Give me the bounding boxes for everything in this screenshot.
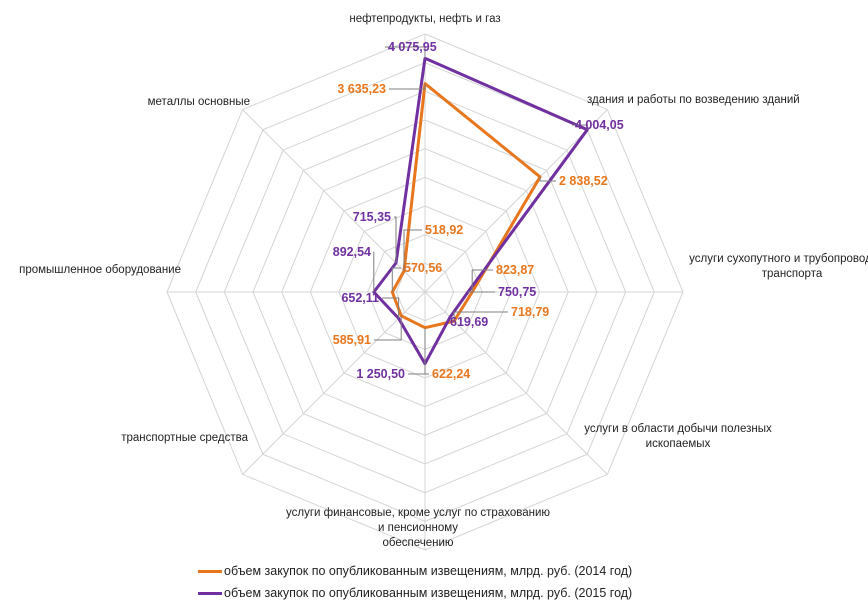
leader-line	[408, 363, 426, 375]
leader-line	[572, 124, 588, 130]
category-label: нефтепродукты, нефть и газ	[349, 13, 500, 25]
category-label: услуги в области добычи полезных ископаем…	[584, 423, 772, 450]
leader-line	[389, 83, 426, 90]
data-label-2014: 3 635,23	[337, 82, 386, 96]
legend-label-2015: объем закупок по опубликованным извещени…	[224, 586, 633, 600]
data-label-2014: 622,24	[432, 367, 470, 381]
category-label: металлы основные	[148, 96, 250, 108]
grid-spoke	[242, 291, 426, 475]
data-label-2015: 4 075,95	[388, 40, 437, 54]
radar-grid	[166, 33, 684, 551]
grid-spoke	[424, 109, 608, 293]
leader-line	[394, 216, 397, 263]
data-label-2015: 750,75	[498, 285, 536, 299]
leader-lines	[373, 46, 588, 375]
category-label: здания и работы по возведению зданий	[587, 94, 800, 106]
legend-swatch-2015	[198, 591, 222, 595]
legend-item-2015: объем закупок по опубликованным извещени…	[198, 586, 632, 600]
leader-line	[382, 297, 400, 319]
data-label-2014: 585,91	[333, 333, 371, 347]
data-label-2015: 892,54	[333, 245, 371, 259]
data-label-2015: 652,11	[341, 291, 379, 305]
leader-line	[424, 327, 429, 375]
category-label: транспортные средства	[121, 432, 248, 444]
leader-line	[391, 267, 401, 292]
data-label-2014: 2 838,52	[559, 174, 608, 188]
category-labels: нефтепродукты, нефть и газ здания и работ…	[19, 13, 868, 549]
data-label-2015: 1 250,50	[356, 367, 405, 381]
legend-item-2014: объем закупок по опубликованным извещени…	[198, 564, 632, 578]
data-label-2014: 718,79	[511, 305, 549, 319]
data-label-2014: 823,87	[496, 263, 534, 277]
leader-line	[403, 229, 422, 271]
leader-line	[539, 176, 556, 182]
legend-label-2014: объем закупок по опубликованным извещени…	[224, 564, 633, 578]
leader-line	[453, 311, 508, 322]
data-label-2014: 570,56	[404, 261, 442, 275]
grid-spoke	[424, 291, 608, 475]
category-label: услуги финансовые, кроме услуг по страхо…	[286, 507, 550, 549]
leader-line	[385, 46, 426, 59]
legend-swatch-2014	[198, 569, 222, 573]
data-label-2015: 715,35	[353, 210, 391, 224]
grid-spoke	[242, 109, 426, 293]
data-label-2014: 518,92	[425, 223, 463, 237]
data-label-2015: 619,69	[450, 315, 488, 329]
leader-line	[374, 315, 402, 341]
category-label: услуги сухопутного и трубопроводноготран…	[689, 253, 868, 280]
data-label-2015: 4 004,05	[575, 118, 624, 132]
data-labels: 3 635,23 2 838,52 823,87 718,79 622,24 585,91…	[333, 40, 624, 381]
leader-line	[471, 269, 493, 292]
category-label: промышленное оборудование	[19, 264, 181, 276]
